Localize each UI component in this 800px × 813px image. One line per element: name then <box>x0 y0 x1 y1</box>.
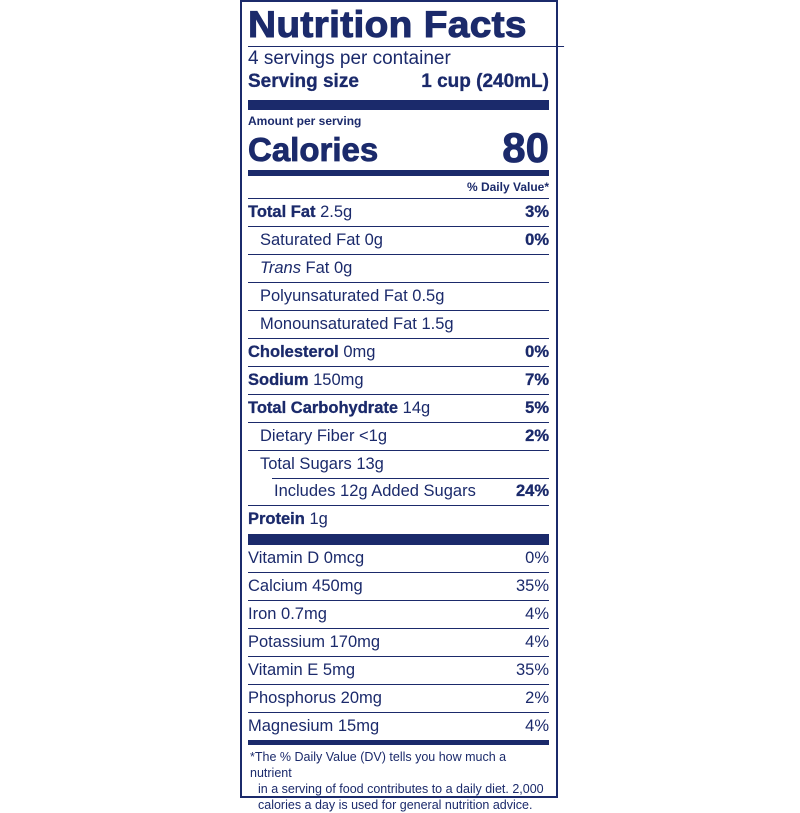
nutrient-name: Polyunsaturated Fat <box>260 287 408 305</box>
nutrient-amount: 0g <box>364 231 383 249</box>
medium-divider <box>248 170 549 176</box>
nutrient-name-cell: Protein 1g <box>248 510 328 529</box>
daily-value-header: % Daily Value* <box>248 176 549 199</box>
vitamin-name: Vitamin E 5mg <box>248 661 355 679</box>
nutrient-amount: 0mg <box>343 343 376 361</box>
nutrient-row: Cholesterol 0mg 0% <box>248 339 549 367</box>
label-content: Nutrition Facts 4 servings per container… <box>247 2 565 813</box>
nutrient-list: Total Fat 2.5g 3% Saturated Fat 0g 0% Trans … <box>248 199 549 533</box>
nutrient-name: Saturated Fat <box>260 231 360 249</box>
vitamin-daily-value: 4% <box>525 717 549 735</box>
nutrient-name: Fat <box>305 259 330 277</box>
footnote-line: in a serving of food contributes to a da… <box>258 782 544 796</box>
nutrient-daily-value: 5% <box>525 399 549 417</box>
nutrient-amount: 14g <box>402 399 431 417</box>
nutrient-daily-value: 7% <box>525 371 549 389</box>
vitamin-name: Calcium 450mg <box>248 577 363 595</box>
nutrient-name-cell: Dietary Fiber <1g <box>248 427 387 446</box>
nutrient-row: Dietary Fiber <1g 2% <box>248 423 549 451</box>
nutrient-name: Total Carbohydrate <box>248 399 399 417</box>
nutrient-amount: 0g <box>333 259 353 277</box>
footnote: *The % Daily Value (DV) tells you how mu… <box>248 749 549 813</box>
serving-size-value: 1 cup (240mL) <box>421 71 549 92</box>
nutrient-row: Monounsaturated Fat 1.5g <box>248 311 549 339</box>
vitamin-row: Calcium 450mg 35% <box>248 573 549 601</box>
nutrient-name: Protein <box>248 510 305 528</box>
vitamin-row: Potassium 170mg 4% <box>248 629 549 657</box>
thick-divider <box>248 534 549 545</box>
nutrition-facts-label: Nutrition Facts 4 servings per container… <box>240 0 565 812</box>
nutrient-name-cell: Monounsaturated Fat 1.5g <box>248 315 454 334</box>
nutrient-amount: 0.5g <box>412 287 445 305</box>
vitamin-name: Potassium 170mg <box>248 633 381 651</box>
nutrient-daily-value: 0% <box>525 343 549 361</box>
vitamin-daily-value: 4% <box>525 633 549 651</box>
vitamin-name: Iron 0.7mg <box>248 605 327 623</box>
servings-per-container: 4 servings per container <box>248 48 451 69</box>
nutrient-name-cell: Total Sugars 13g <box>248 455 384 474</box>
nutrient-row: Polyunsaturated Fat 0.5g <box>248 283 549 311</box>
nutrient-row: Sodium 150mg 7% <box>248 367 549 395</box>
nutrient-row: Includes 12g Added Sugars 24% <box>248 478 549 506</box>
calories-row: Calories 80 <box>248 124 550 171</box>
nutrient-amount: 1.5g <box>421 315 454 333</box>
nutrient-name: Includes 12g Added Sugars <box>274 482 476 500</box>
nutrient-name-cell: Total Fat 2.5g <box>248 203 352 222</box>
nutrient-name-cell: Total Carbohydrate 14g <box>248 399 430 418</box>
nutrient-amount: 150mg <box>313 371 364 389</box>
nutrient-row: Trans Fat 0g <box>248 255 549 283</box>
label-title: Nutrition Facts <box>247 4 565 47</box>
nutrient-amount: 2.5g <box>320 203 353 221</box>
vitamin-row: Magnesium 15mg 4% <box>248 713 549 740</box>
footnote-line: *The % Daily Value (DV) tells you how mu… <box>250 750 507 780</box>
nutrient-name: Cholesterol <box>248 343 339 361</box>
nutrient-daily-value: 3% <box>525 203 549 221</box>
vitamin-daily-value: 35% <box>515 577 549 595</box>
medium-divider <box>248 740 549 745</box>
vitamin-daily-value: 0% <box>525 549 549 567</box>
vitamin-daily-value: 2% <box>525 689 549 707</box>
nutrient-name: Dietary Fiber <box>260 427 355 445</box>
nutrient-row: Total Fat 2.5g 3% <box>248 199 549 227</box>
nutrient-amount: <1g <box>359 427 388 445</box>
nutrient-name-cell: Polyunsaturated Fat 0.5g <box>248 287 444 306</box>
nutrient-name-italic: Trans <box>260 259 301 277</box>
amount-per-serving: Amount per serving <box>248 114 362 128</box>
vitamin-name: Phosphorus 20mg <box>248 689 382 707</box>
vitamin-row: Phosphorus 20mg 2% <box>248 685 549 713</box>
vitamin-row: Vitamin E 5mg 35% <box>248 657 549 685</box>
vitamin-name: Vitamin D 0mcg <box>248 549 365 567</box>
calories-label: Calories <box>248 131 379 168</box>
footnote-line: calories a day is used for general nutri… <box>258 798 533 812</box>
nutrient-amount: 1g <box>309 510 328 528</box>
serving-size-label: Serving size <box>248 71 359 92</box>
nutrient-row: Protein 1g <box>248 506 549 533</box>
serving-size: Serving size 1 cup (240mL) <box>248 70 549 94</box>
nutrient-name-cell: Includes 12g Added Sugars <box>248 482 476 501</box>
nutrient-name-cell: Saturated Fat 0g <box>248 231 383 250</box>
nutrient-name: Monounsaturated Fat <box>260 315 417 333</box>
nutrient-row: Saturated Fat 0g 0% <box>248 227 549 255</box>
nutrient-daily-value: 0% <box>525 231 549 249</box>
nutrient-amount: 13g <box>356 455 384 473</box>
nutrient-row: Total Carbohydrate 14g 5% <box>248 395 549 423</box>
vitamin-row: Vitamin D 0mcg 0% <box>248 545 549 573</box>
vitamin-row: Iron 0.7mg 4% <box>248 601 549 629</box>
calories-value: 80 <box>502 124 550 171</box>
nutrient-name: Sodium <box>248 371 309 389</box>
nutrient-daily-value: 2% <box>525 427 549 445</box>
nutrient-name: Total Fat <box>248 203 316 221</box>
nutrient-name-cell: Trans Fat 0g <box>248 259 352 278</box>
nutrient-row: Total Sugars 13g <box>248 451 549 479</box>
nutrient-name-cell: Sodium 150mg <box>248 371 364 390</box>
nutrient-name: Total Sugars <box>260 455 352 473</box>
nutrient-daily-value: 24% <box>515 482 549 500</box>
nutrient-name-cell: Cholesterol 0mg <box>248 343 376 362</box>
thick-divider <box>248 100 549 110</box>
vitamin-daily-value: 35% <box>515 661 549 679</box>
vitamin-list: Vitamin D 0mcg 0% Calcium 450mg 35% Iron 0.7… <box>248 545 549 740</box>
vitamin-daily-value: 4% <box>525 605 549 623</box>
vitamin-name: Magnesium 15mg <box>248 717 380 735</box>
